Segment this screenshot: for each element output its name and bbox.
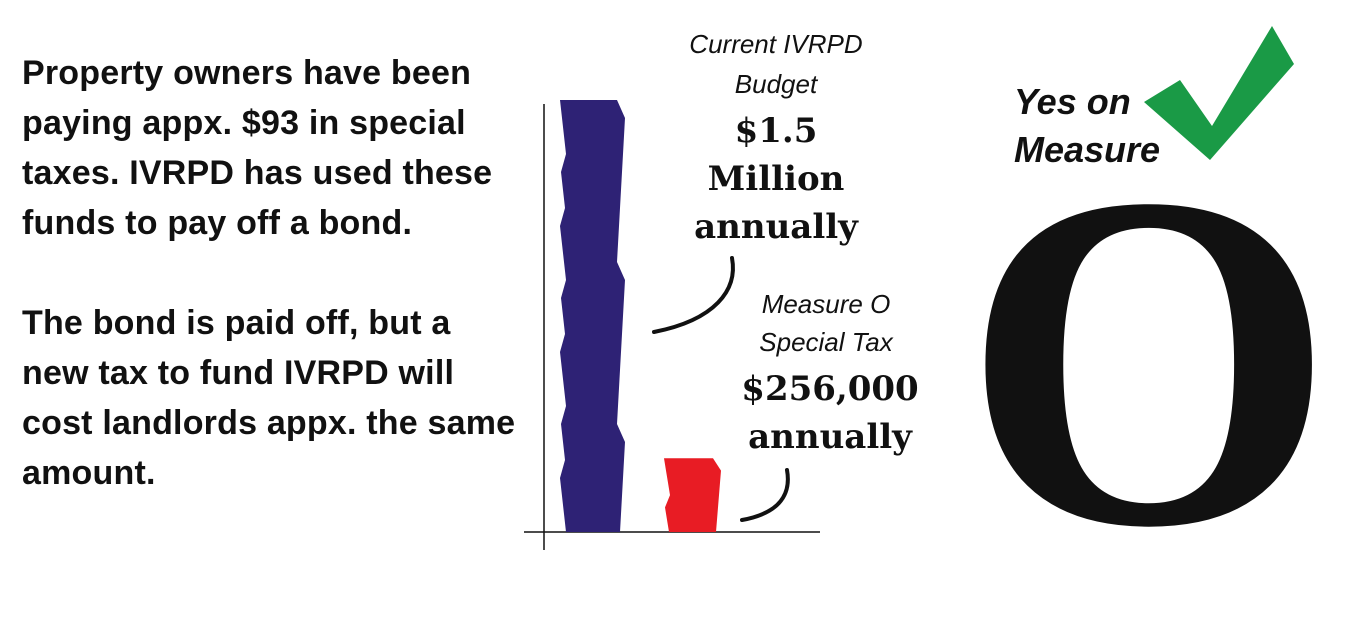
measure-letter: O: [962, 94, 1336, 626]
tax-value-line1: $256,000: [741, 369, 918, 409]
left-explanation: Property owners have been paying appx. $…: [22, 48, 522, 498]
bar-current-budget: [560, 100, 625, 532]
tax-pointer: [740, 468, 790, 522]
tax-label-line1: Measure O: [762, 289, 891, 319]
yes-line-1: Yes on: [1014, 81, 1131, 122]
budget-label-line1: Current IVRPD: [689, 29, 862, 59]
tax-label-line2: Special Tax: [759, 327, 893, 357]
tax-value-line2: annually: [748, 417, 913, 457]
yes-on-measure-label: Yes on Measure: [1014, 78, 1160, 174]
yes-line-2: Measure: [1014, 129, 1161, 170]
budget-value-line1: $1.5: [735, 111, 818, 151]
paragraph-2: The bond is paid off, but a new tax to f…: [22, 304, 516, 492]
budget-label-line2: Budget: [735, 69, 819, 99]
paragraph-1: Property owners have been paying appx. $…: [22, 54, 493, 242]
checkmark-icon: [1144, 26, 1294, 160]
bar-measure-o-tax: [664, 458, 721, 532]
budget-pointer: [652, 256, 735, 334]
budget-value-line2: Million: [708, 159, 845, 199]
budget-chart: Current IVRPD Budget $1.5 Million annual…: [524, 29, 919, 550]
budget-value-line3: annually: [694, 207, 859, 247]
